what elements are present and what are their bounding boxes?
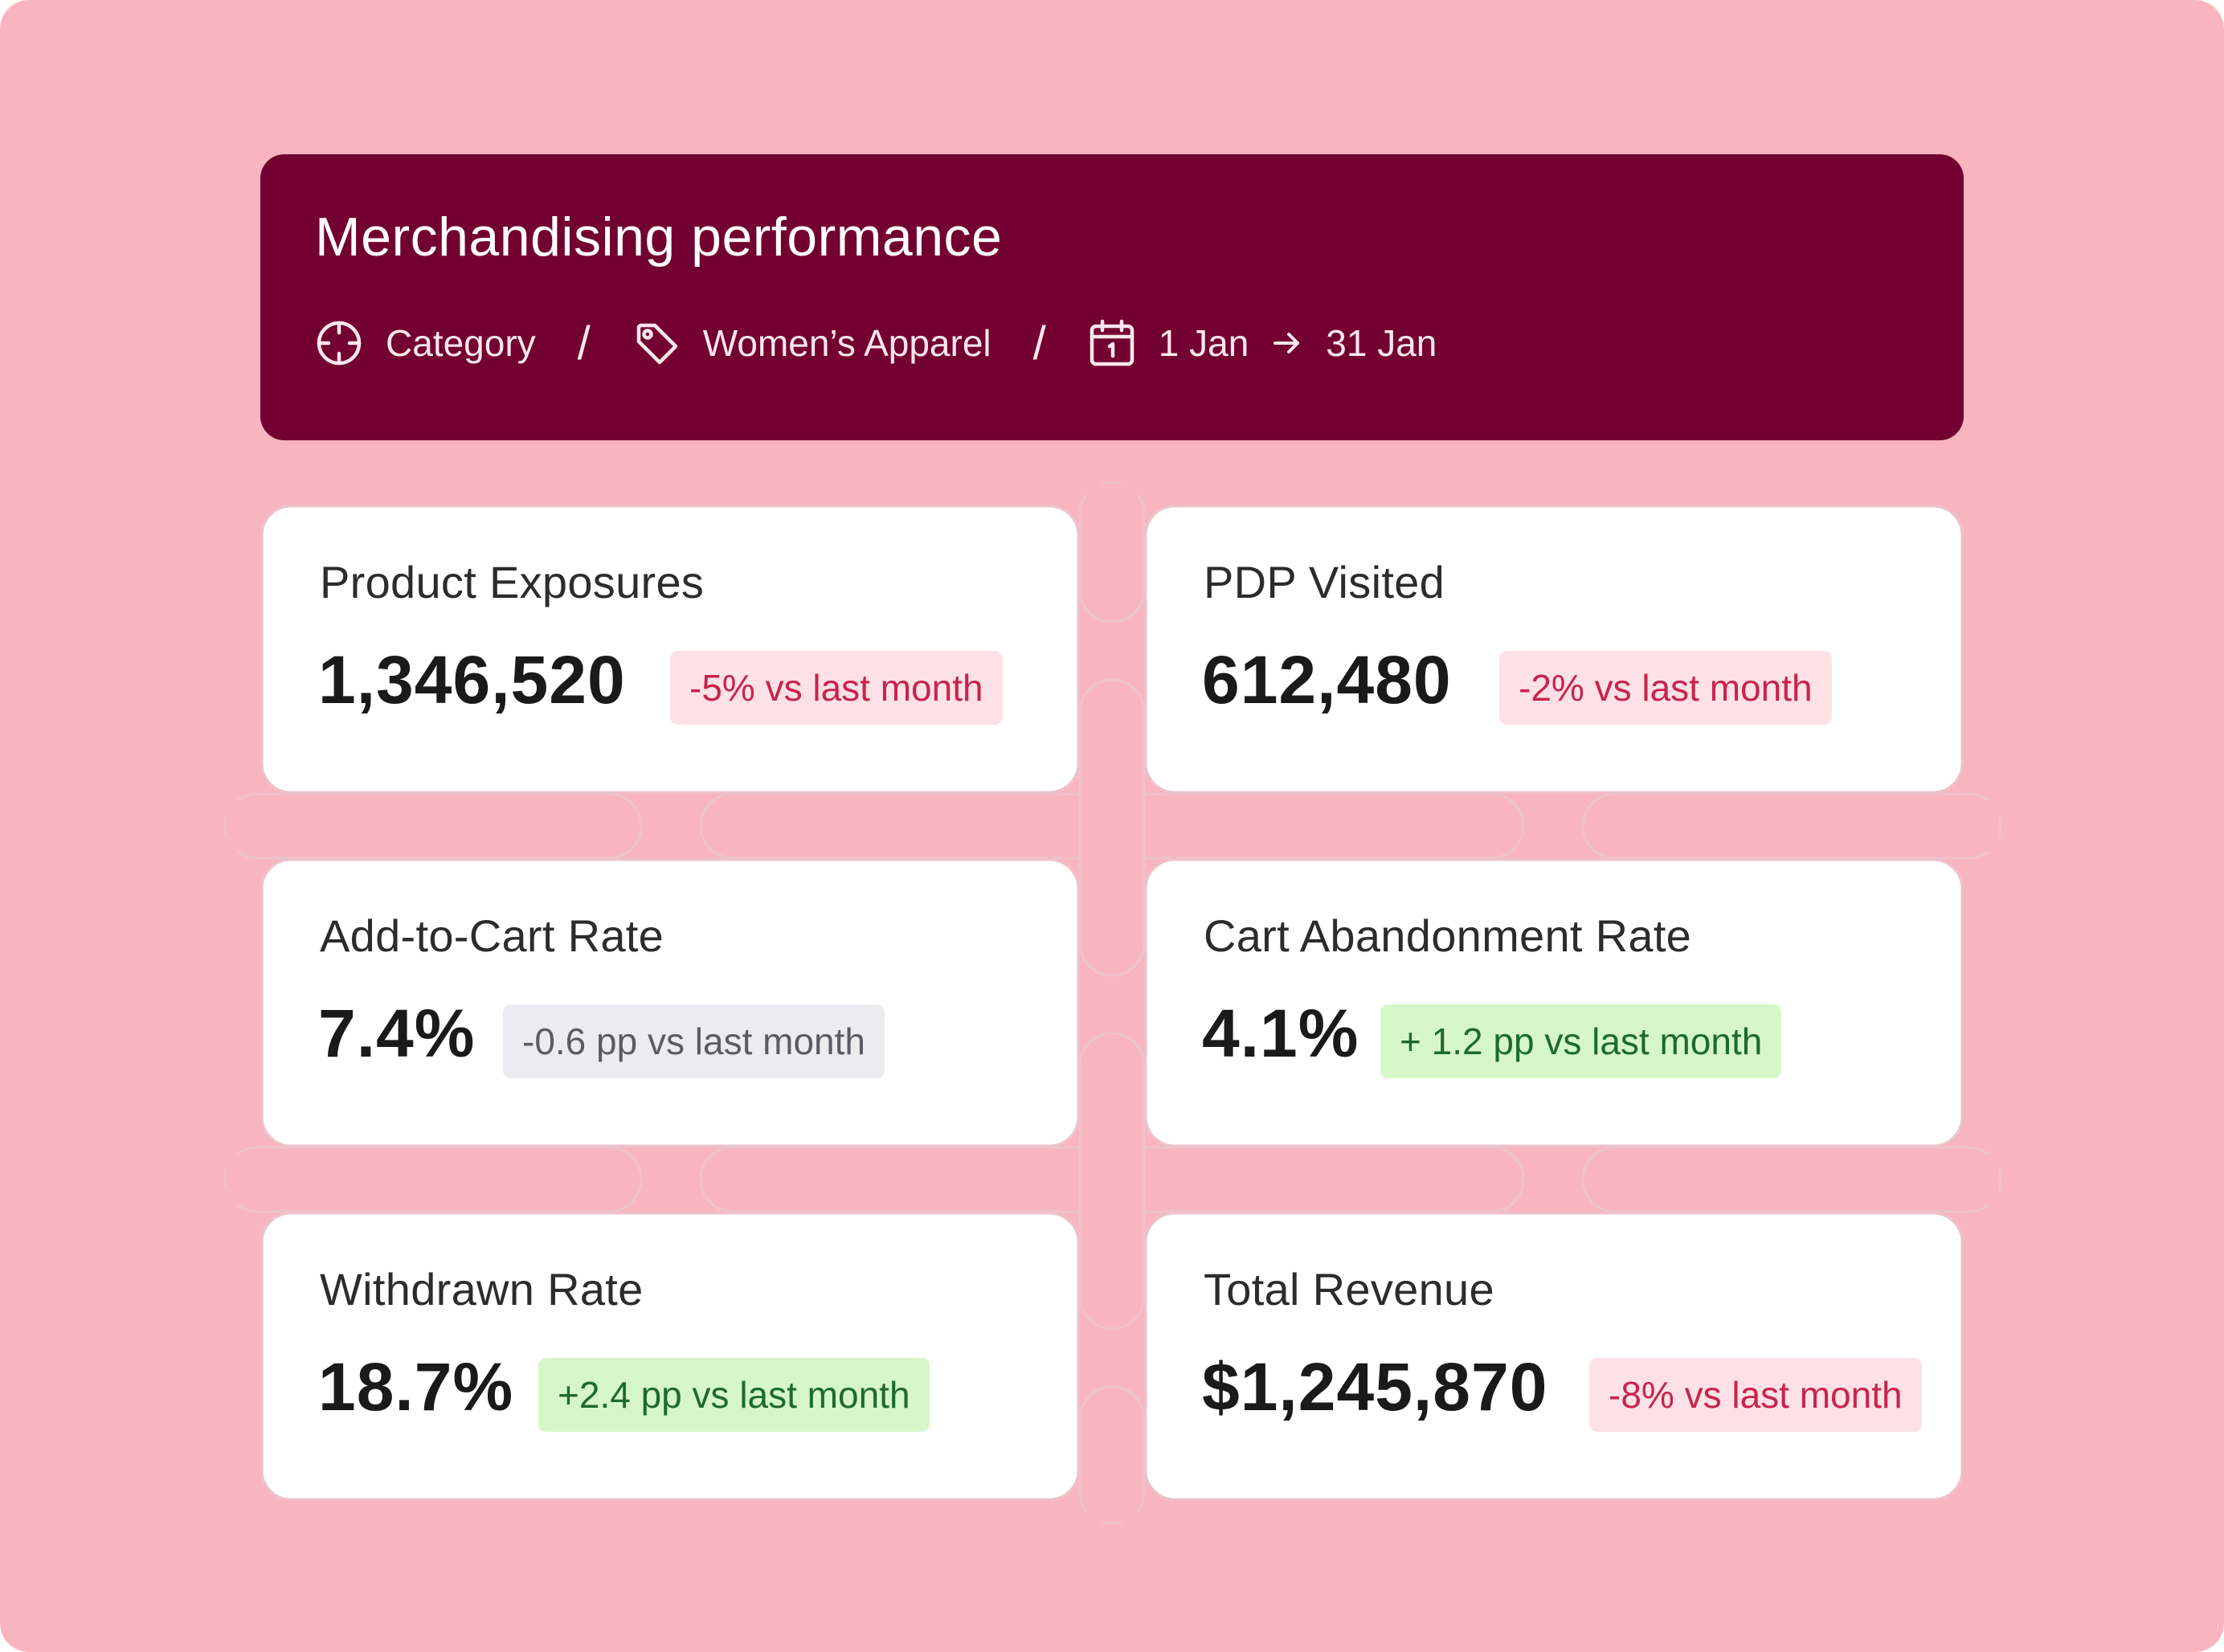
breadcrumb: Category / Women’s Apparel / 1 Jan [315,315,1437,371]
connector [1078,1385,1146,1525]
metric-label: PDP Visited [1204,557,1445,607]
connector [1078,480,1146,624]
change-badge: -2% vs last month [1499,651,1832,725]
change-badge: +2.4 pp vs last month [538,1358,930,1432]
date-start[interactable]: 1 Jan [1158,322,1249,364]
metric-label: Total Revenue [1204,1264,1494,1315]
metric-value: 7.4% [318,996,476,1071]
metric-label: Cart Abandonment Rate [1204,910,1692,961]
metric-card-add-to-cart-rate[interactable]: Add-to-Cart Rate 7.4% -0.6 pp vs last mo… [262,860,1081,1146]
breadcrumb-level[interactable]: Category [386,322,536,364]
breadcrumb-separator: / [1032,317,1046,370]
metric-card-product-exposures[interactable]: Product Exposures 1,346,520 -5% vs last … [262,506,1081,792]
connector [223,792,643,860]
metric-card-withdrawn-rate[interactable]: Withdrawn Rate 18.7% +2.4 pp vs last mon… [262,1213,1081,1499]
metric-value: $1,245,870 [1202,1349,1548,1425]
metric-label: Withdrawn Rate [320,1264,644,1315]
change-badge: -0.6 pp vs last month [503,1004,885,1078]
date-end[interactable]: 31 Jan [1326,322,1437,364]
metric-card-cart-abandonment-rate[interactable]: Cart Abandonment Rate 4.1% + 1.2 pp vs l… [1146,860,1965,1146]
metric-card-total-revenue[interactable]: Total Revenue $1,245,870 -8% vs last mon… [1146,1213,1965,1499]
connector [1581,1146,2002,1213]
change-badge: -5% vs last month [670,651,1003,725]
metric-value: 1,346,520 [318,642,626,718]
header-panel: Merchandising performance Category / [260,154,1964,440]
metric-value: 612,480 [1202,642,1452,718]
metric-value: 18.7% [318,1349,514,1425]
connector [1581,792,2002,860]
breadcrumb-item[interactable]: Women’s Apparel [702,322,991,364]
change-badge: + 1.2 pp vs last month [1380,1004,1782,1078]
metric-label: Product Exposures [320,557,705,607]
connector [223,1146,643,1213]
crosshair-icon [315,319,363,367]
metric-value: 4.1% [1202,996,1359,1071]
tag-icon [632,319,681,367]
arrow-right-icon [1271,327,1303,359]
page-title: Merchandising performance [315,206,1003,268]
change-badge: -8% vs last month [1589,1358,1922,1432]
breadcrumb-separator: / [577,317,591,370]
metric-label: Add-to-Cart Rate [320,910,664,961]
calendar-icon [1088,319,1136,367]
metric-card-pdp-visited[interactable]: PDP Visited 612,480 -2% vs last month [1146,506,1965,792]
